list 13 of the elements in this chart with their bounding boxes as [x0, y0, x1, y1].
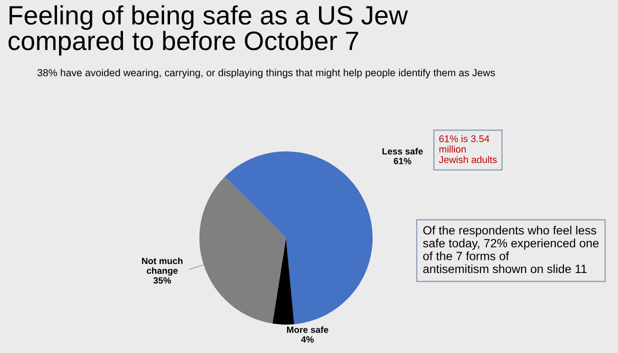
pie-slice: [199, 176, 286, 324]
data-label: 61%: [394, 158, 412, 164]
text: 61% is 3.54 million Jewish adults: [438, 135, 497, 164]
slice-label: Less safe: [382, 148, 423, 155]
chart-subtitle: 38% have avoided wearing, carrying, or displaying things that might help people identify them as Jews: [37, 68, 495, 78]
slice-label: More safe: [287, 326, 328, 333]
data-label: 4%: [301, 336, 314, 343]
chart-title: Feeling of being safe as a US Jew compared to before October 7: [8, 5, 408, 56]
data-label: 35%: [153, 277, 172, 284]
text: Of the respondents who feel less safe today, 72% experienced one of the 7 forms of antisemitism shown on slide 11: [423, 226, 599, 274]
pie-slice: [224, 151, 373, 324]
slice-label: Not much change: [142, 258, 182, 276]
pie-slice: [272, 238, 294, 325]
